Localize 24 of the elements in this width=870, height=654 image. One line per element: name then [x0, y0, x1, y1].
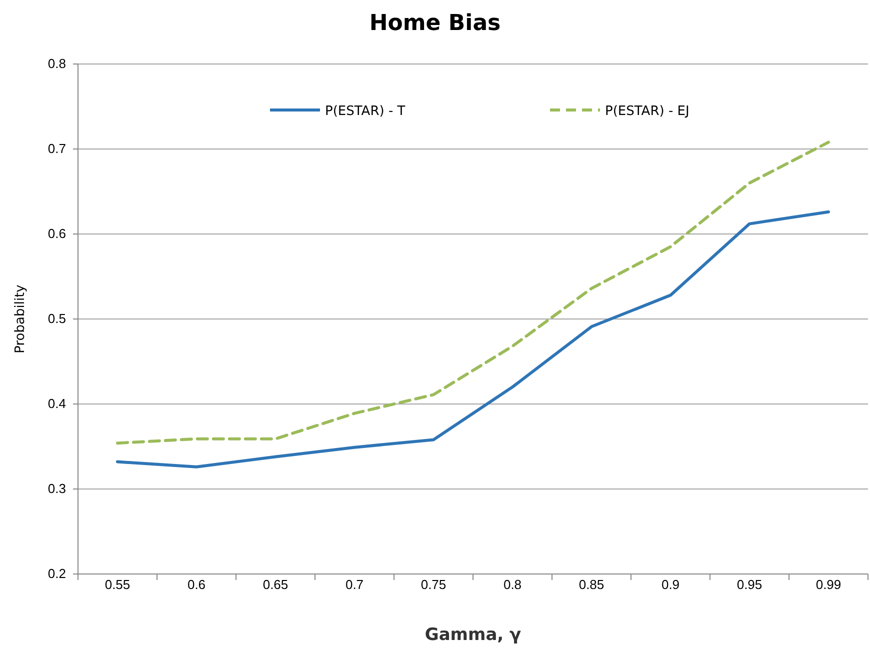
y-tick-label: 0.6	[48, 226, 66, 242]
x-tick-label: 0.6	[187, 577, 206, 592]
y-tick-label: 0.3	[48, 481, 66, 496]
y-tick-label: 0.4	[48, 396, 66, 412]
x-tick-label: 0.7	[345, 577, 364, 592]
chart-title: Home Bias	[369, 11, 501, 36]
x-tick-label: 0.8	[503, 577, 522, 592]
x-tick-label: 0.65	[262, 577, 288, 592]
x-tick-label: 0.75	[420, 577, 446, 592]
y-axis-title: Probability	[13, 284, 28, 354]
legend-label: P(ESTAR) - EJ	[605, 104, 690, 119]
x-tick-label: 0.85	[578, 577, 604, 592]
y-tick-label: 0.8	[48, 56, 66, 72]
x-tick-label: 0.9	[661, 577, 680, 592]
y-tick-label: 0.7	[48, 141, 66, 156]
line-series	[116, 140, 830, 445]
y-tick-label: 0.2	[48, 566, 66, 582]
y-tick-label: 0.5	[48, 311, 66, 326]
x-tick-label: 0.99	[816, 577, 842, 592]
legend-label: P(ESTAR) - T	[325, 104, 406, 119]
x-tick-label: 0.55	[104, 577, 130, 592]
line-series	[116, 210, 830, 468]
x-tick-label: 0.95	[736, 577, 762, 592]
x-axis-title: Gamma, γ	[424, 625, 522, 645]
